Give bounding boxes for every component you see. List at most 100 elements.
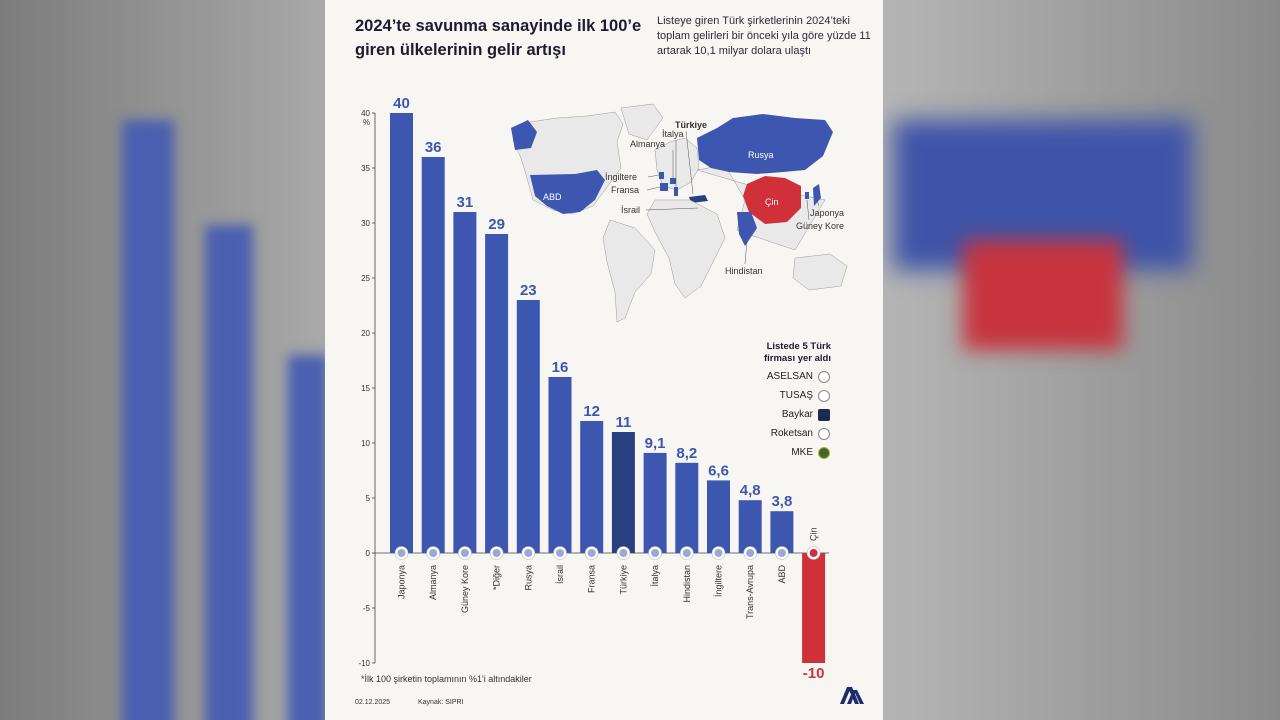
map-label-china: Çin [765,197,779,207]
category-label: İsrail [555,565,565,584]
bar-value-label: 4,8 [740,482,761,499]
flag-icon-inner [682,549,691,557]
map-germany [670,178,676,184]
bar-9 [675,462,699,553]
bar-12 [770,511,794,553]
bar-7 [611,432,635,553]
blurred-bar [122,120,174,720]
infographic-panel: 2024’te savunma sanayinde ilk 100’e gire… [325,0,883,720]
flag-icon-inner [397,549,406,557]
bar-3 [485,234,509,553]
category-label: Rusya [523,565,533,591]
y-tick-label: -10 [358,659,370,668]
map-leader-uk [647,174,660,178]
footer-date: 02.12.2025 [355,699,391,706]
map-label-russia: Rusya [748,150,774,160]
bar-value-label: -10 [803,665,825,682]
chart-svg: ABD Rusya Çin Türkiye İtalya Almanya İng… [358,95,848,682]
map-label-korea: Güney Kore [796,221,844,231]
map-label-india: Hindistan [725,266,763,276]
bar-value-label: 29 [488,216,505,233]
flag-icon-inner [460,549,469,557]
bar-value-label: 8,2 [676,445,697,462]
bar-6 [580,421,604,553]
firm-mke: MKE [791,447,813,458]
map-leader-israel [645,207,699,211]
bar-0 [390,113,413,553]
firm-baykar: Baykar [781,409,813,420]
flag-icon-inner [651,549,660,557]
y-tick-label: 0 [366,549,371,558]
map-label-turkiye: Türkiye [675,120,707,130]
map-india [737,212,757,246]
map-africa [646,199,726,299]
category-label: ABD [777,565,787,584]
y-tick-label: 25 [361,274,370,283]
category-label: Fransa [587,565,597,593]
blurred-background-left [0,0,325,720]
map-japan [813,184,821,206]
chart-title: 2024’te savunma sanayinde ilk 100’e gire… [355,17,642,59]
map-turkiye [689,195,708,203]
y-tick-label: -5 [363,604,371,613]
y-tick-label: 20 [361,329,370,338]
category-label: Trans-Avrupa [745,565,755,619]
map-greenland [620,103,664,141]
flag-icon-inner [556,549,564,557]
bar-value-label: 36 [425,139,442,156]
y-tick-label: 5 [366,494,371,503]
bar-group: 40 Japonya 36 Almanya 31 Güney Kore 29 *Diğer 23… [390,95,826,682]
firm-tusas: TUSAŞ [779,390,813,401]
map-leader-france [646,186,661,191]
bar-13 [802,553,826,663]
bar-1 [421,157,445,553]
category-label: Almanya [428,565,438,600]
map-leader-japan [815,197,820,207]
map-italy [674,187,678,196]
category-label: İngiltere [714,565,724,597]
map-uk [659,172,664,179]
chart-subtitle: Listeye giren Türk şirketlerinin 2024’te… [657,15,871,57]
flag-icon-inner [714,549,723,557]
roketsan-logo-icon [818,428,830,440]
flag-icon-inner [619,549,628,557]
blurred-map-china [963,240,1123,350]
category-label: Hindistan [682,565,692,603]
map-korea [805,192,809,199]
flag-icon-inner [746,549,755,557]
aselsan-logo-icon [818,371,830,383]
bar-value-label: 23 [520,282,537,299]
flag-icon-inner [429,549,438,557]
category-label: Güney Kore [460,565,470,613]
bar-value-label: 3,8 [771,493,792,510]
y-tick-label: 10 [361,439,370,448]
firm-roketsan: Roketsan [770,428,813,439]
map-france [660,183,668,191]
bar-4 [516,300,540,553]
bar-10 [707,480,730,553]
y-tick-label: 40 [361,109,370,118]
map-label-france: Fransa [611,185,639,195]
flag-icon-inner [809,549,818,557]
map-label-usa: ABD [543,192,562,202]
category-label: *Diğer [492,565,502,590]
y-tick-label: 35 [361,164,370,173]
flag-icon-inner [587,549,596,557]
bar-value-label: 9,1 [645,435,666,452]
footnote: *İlk 100 şirketin toplamının %1'i altınd… [361,674,532,684]
bar-value-label: 16 [552,359,569,376]
bar-value-label: 11 [615,414,631,431]
map-leader-turkiye [685,130,694,195]
blurred-bar [288,355,325,720]
flag-icon-inner [777,549,786,557]
bar-value-label: 6,6 [708,462,729,479]
map-south-america [602,219,656,323]
map-australia [792,253,848,291]
flag-icon-inner [492,549,501,557]
aa-logo-icon [840,687,864,704]
world-map: ABD Rusya Çin Türkiye İtalya Almanya İng… [511,103,848,323]
bar-5 [548,377,572,553]
tusas-logo-icon [818,390,830,402]
map-usa [530,170,605,214]
mke-logo-icon [818,447,830,459]
